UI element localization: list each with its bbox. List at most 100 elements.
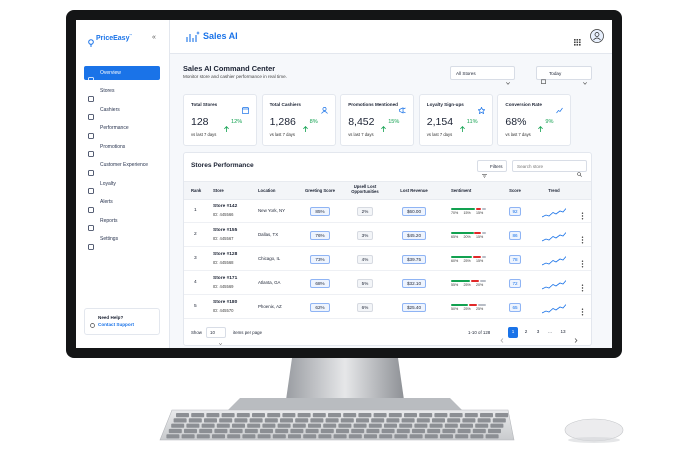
nav-item[interactable]: Reports	[84, 214, 160, 231]
row-menu[interactable]	[581, 255, 584, 273]
kpi-note: vs last 7 days	[505, 132, 531, 137]
trend-sparkline	[541, 229, 567, 247]
row-menu[interactable]	[581, 231, 584, 249]
apps-button[interactable]	[574, 33, 581, 51]
upsell-lost: 6%	[357, 302, 373, 312]
nav-item[interactable]: Customer Experience	[84, 159, 160, 176]
key	[419, 413, 433, 418]
key	[310, 418, 324, 423]
filter-dropdown[interactable]: All Stores	[450, 66, 515, 85]
next-page[interactable]	[574, 330, 578, 348]
key	[356, 418, 369, 423]
key	[188, 418, 202, 423]
key	[490, 423, 504, 428]
key	[275, 428, 289, 434]
key	[318, 434, 332, 439]
prev-page-glyph	[500, 338, 504, 343]
key	[457, 428, 471, 434]
sentiment-label: 55%	[451, 282, 459, 287]
store-name: Store #128	[213, 252, 238, 257]
nav-item[interactable]: Alerts	[84, 196, 160, 213]
page-button[interactable]: 3	[533, 327, 543, 338]
key	[462, 418, 476, 423]
per-page-select[interactable]: 10	[206, 327, 226, 346]
store-name: Store #180	[213, 300, 238, 305]
nav-item[interactable]: Stores	[84, 85, 160, 102]
lost-revenue: $39.75	[402, 254, 426, 264]
avatar-button[interactable]	[590, 29, 604, 48]
key	[166, 434, 180, 439]
nav-item[interactable]: Overview	[84, 66, 160, 83]
key	[262, 423, 276, 428]
lost-revenue: $25.40	[402, 302, 426, 312]
key	[358, 413, 372, 418]
header-title: Sales AI	[203, 31, 238, 41]
kpi-up-arrow	[302, 119, 308, 137]
nav-icon	[88, 218, 94, 236]
key	[305, 428, 319, 434]
page-button[interactable]: 2	[521, 327, 531, 338]
key	[292, 423, 306, 428]
nav-item[interactable]: Cashiers	[84, 103, 160, 120]
upsell-lost: 5%	[357, 278, 373, 288]
sales-ai-logo	[186, 30, 200, 48]
help-link[interactable]: Contact Support	[98, 322, 134, 327]
column-header: Upsell Lost Opportunities	[351, 184, 379, 195]
lost-revenue: $32.10	[402, 278, 426, 288]
row-menu-glyph	[581, 260, 584, 268]
kpi-card: Promotions Mentioned 8,452 15% vs last 7 da…	[340, 94, 415, 146]
row-menu[interactable]	[581, 207, 584, 225]
filter-dropdown[interactable]: Today	[536, 66, 592, 85]
kpi-up-arrow-glyph	[302, 126, 308, 132]
greeting-score: 76%	[310, 230, 330, 240]
key	[368, 423, 382, 428]
row-menu[interactable]	[581, 279, 584, 297]
range-label: 1-10 of 128	[468, 330, 491, 335]
nav-item[interactable]: Performance	[84, 122, 160, 139]
column-header: Sentiment	[451, 188, 472, 193]
search-input[interactable]: Search store	[512, 160, 587, 177]
table-row	[184, 295, 591, 319]
prev-page[interactable]	[500, 330, 504, 348]
key	[173, 418, 187, 423]
kpi-icon-glyph	[556, 107, 564, 114]
sentiment-bar	[479, 279, 487, 282]
key	[424, 434, 438, 439]
key	[236, 413, 250, 418]
key	[184, 428, 197, 434]
nav-item[interactable]: Promotions	[84, 140, 160, 157]
filters-button[interactable]: Filters	[477, 160, 507, 178]
nav-item[interactable]: Settings	[84, 233, 160, 250]
nav-label: Reports	[100, 217, 118, 224]
nav-icon	[88, 237, 94, 255]
nav-icon	[88, 200, 94, 218]
screen: PriceEasy ™ « Overview Stores Cashiers Perform…	[76, 20, 612, 348]
column-header: Greeting Score	[304, 188, 336, 193]
per-page-caret	[219, 332, 222, 348]
sentiment-bar	[481, 255, 487, 258]
page-button[interactable]: 13	[558, 327, 568, 338]
calendar-icon-glyph	[541, 79, 546, 84]
sentiment-label: 15%	[476, 258, 484, 263]
kpi-icon	[477, 101, 486, 119]
table-row	[184, 271, 591, 295]
nav-label: Cashiers	[100, 106, 120, 113]
key	[297, 413, 311, 418]
collapse-button[interactable]: «	[152, 34, 156, 41]
key	[444, 423, 458, 428]
row-menu-glyph	[581, 284, 584, 292]
location: Dallas, TX	[258, 231, 279, 237]
row-menu[interactable]	[581, 303, 584, 321]
location: New York, NY	[258, 207, 286, 213]
key	[427, 428, 441, 434]
filter-label: All Stores	[456, 70, 476, 76]
key	[348, 434, 362, 439]
nav-item[interactable]: Loyalty	[84, 177, 160, 194]
key	[216, 423, 230, 428]
key	[340, 418, 354, 423]
page-button[interactable]: 1	[508, 327, 518, 338]
sentiment-bar	[469, 303, 478, 306]
show-label: Show	[191, 330, 202, 335]
sentiment-label: 25%	[463, 306, 471, 311]
sentiment-bar	[470, 279, 479, 282]
